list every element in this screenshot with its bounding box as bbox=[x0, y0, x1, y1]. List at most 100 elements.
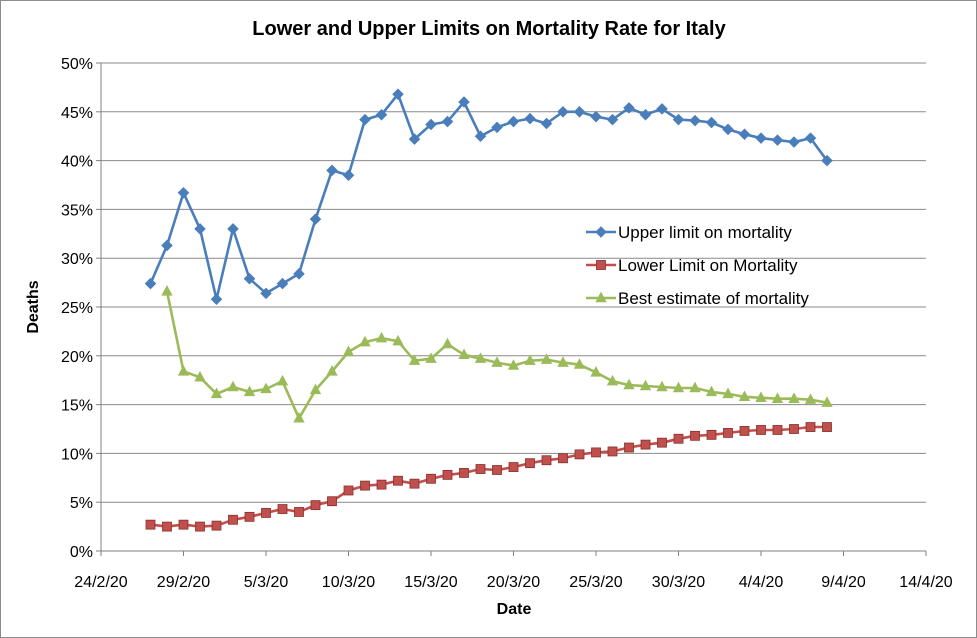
y-tick-label: 35% bbox=[61, 202, 93, 219]
data-point bbox=[375, 108, 388, 121]
data-point bbox=[689, 381, 701, 393]
data-point bbox=[821, 154, 833, 167]
data-point bbox=[507, 115, 520, 128]
data-point bbox=[558, 453, 568, 464]
x-tick-label: 4/4/20 bbox=[739, 574, 784, 591]
data-point bbox=[573, 358, 586, 369]
data-point bbox=[342, 345, 355, 357]
data-point bbox=[145, 519, 156, 530]
data-point bbox=[706, 429, 717, 440]
legend-label: Upper limit on mortality bbox=[618, 223, 792, 242]
series-line bbox=[165, 291, 828, 420]
y-tick-label: 10% bbox=[61, 446, 93, 463]
data-point bbox=[309, 383, 322, 395]
data-point bbox=[788, 392, 800, 403]
data-point bbox=[227, 223, 239, 235]
data-point bbox=[656, 380, 668, 392]
x-tick-label: 15/3/20 bbox=[404, 574, 457, 591]
data-point bbox=[591, 447, 601, 458]
data-point bbox=[327, 496, 337, 507]
chart-title: Lower and Upper Limits on Mortality Rate… bbox=[252, 18, 726, 40]
data-point bbox=[211, 520, 222, 531]
data-point bbox=[640, 439, 651, 450]
data-point bbox=[243, 385, 256, 397]
data-point bbox=[408, 133, 421, 145]
data-point bbox=[441, 115, 454, 128]
data-point bbox=[722, 123, 734, 136]
x-tick-label: 24/2/20 bbox=[74, 574, 127, 591]
data-point bbox=[227, 380, 239, 392]
data-point bbox=[293, 411, 305, 423]
data-point bbox=[409, 478, 420, 489]
data-point bbox=[771, 392, 784, 403]
legend-label: Lower Limit on Mortality bbox=[618, 256, 798, 275]
data-point bbox=[507, 359, 520, 370]
data-point bbox=[425, 118, 437, 131]
data-point bbox=[689, 114, 701, 127]
data-point bbox=[243, 272, 256, 285]
series-2 bbox=[145, 422, 832, 532]
x-tick-label: 5/3/20 bbox=[244, 574, 289, 591]
series-group bbox=[144, 88, 833, 532]
data-point bbox=[804, 132, 817, 144]
data-point bbox=[623, 378, 635, 390]
data-point bbox=[788, 136, 800, 148]
y-tick-label: 0% bbox=[70, 544, 93, 561]
data-point bbox=[525, 458, 535, 469]
x-tick-label: 30/3/20 bbox=[652, 574, 705, 591]
series-1 bbox=[144, 88, 833, 305]
data-point bbox=[557, 356, 569, 367]
data-point bbox=[393, 475, 403, 486]
x-tick-label: 10/3/20 bbox=[322, 574, 375, 591]
legend-item: Upper limit on mortality bbox=[586, 223, 792, 242]
data-point bbox=[359, 113, 371, 126]
data-point bbox=[756, 425, 766, 435]
data-point bbox=[228, 514, 238, 525]
data-point bbox=[722, 387, 734, 399]
y-tick-label: 50% bbox=[61, 56, 93, 73]
series-line bbox=[150, 425, 827, 528]
data-point bbox=[178, 519, 189, 530]
data-point bbox=[738, 128, 751, 141]
data-point bbox=[474, 352, 487, 363]
data-point bbox=[656, 103, 668, 115]
data-point bbox=[606, 374, 619, 386]
data-point bbox=[705, 385, 718, 397]
data-point bbox=[573, 106, 586, 118]
data-point bbox=[540, 117, 553, 130]
data-point bbox=[194, 223, 206, 235]
x-tick-label: 9/4/20 bbox=[821, 574, 866, 591]
data-point bbox=[705, 116, 718, 129]
data-point bbox=[474, 130, 487, 142]
series-3 bbox=[161, 285, 833, 423]
data-point bbox=[392, 88, 404, 100]
legend-label: Best estimate of mortality bbox=[618, 289, 809, 308]
data-point bbox=[376, 479, 387, 490]
data-point bbox=[293, 268, 305, 280]
data-point bbox=[755, 132, 767, 144]
data-point bbox=[772, 425, 783, 435]
data-point bbox=[260, 382, 272, 394]
data-point bbox=[177, 365, 190, 376]
data-point bbox=[723, 428, 733, 438]
data-point bbox=[690, 430, 700, 441]
data-point bbox=[491, 356, 503, 367]
y-axis-title: Deaths bbox=[25, 280, 42, 333]
data-point bbox=[524, 112, 536, 125]
data-point bbox=[425, 352, 437, 363]
data-point bbox=[260, 287, 272, 300]
x-tick-label: 25/3/20 bbox=[569, 574, 622, 591]
data-point bbox=[261, 508, 271, 518]
data-point bbox=[458, 348, 470, 360]
x-axis-title: Date bbox=[497, 601, 532, 618]
data-point bbox=[408, 354, 421, 365]
y-tick-label: 20% bbox=[61, 349, 93, 366]
data-point bbox=[342, 169, 355, 182]
data-point bbox=[508, 462, 519, 472]
data-point bbox=[177, 187, 190, 199]
data-point bbox=[210, 387, 223, 399]
data-point bbox=[161, 285, 173, 296]
gridlines bbox=[101, 62, 926, 503]
data-point bbox=[343, 485, 354, 496]
